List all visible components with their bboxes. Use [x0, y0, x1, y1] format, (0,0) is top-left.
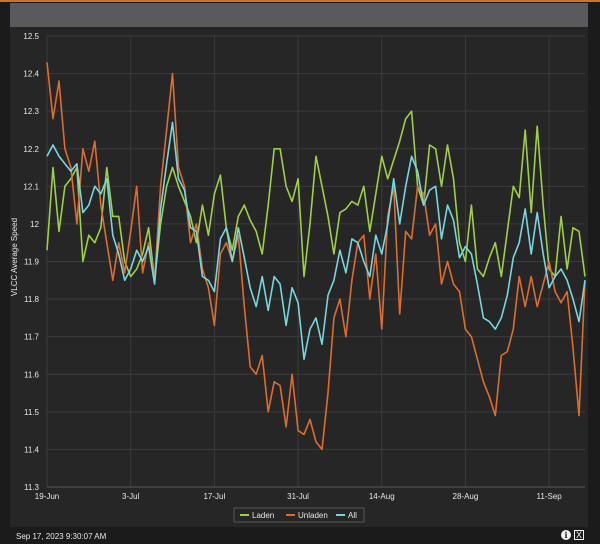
- info-icon[interactable]: i: [561, 530, 571, 540]
- series-line-laden[interactable]: [46, 110, 586, 282]
- y-tick-label: 12.3: [23, 107, 39, 116]
- y-axis-label: VLCC Average Speed: [10, 218, 19, 296]
- legend-label-unladen[interactable]: Unladen: [298, 511, 328, 520]
- x-tick-label: 28-Aug: [453, 492, 479, 501]
- legend-box: [233, 507, 365, 523]
- y-axis: 11.3 11.4 11.5 11.6 11.7 11.8 11.9 12 12.1 12.2 12…: [23, 32, 39, 492]
- chart-series: [46, 62, 586, 451]
- y-tick-label: 12.5: [23, 32, 39, 41]
- y-tick-label: 11.3: [24, 483, 40, 492]
- y-tick-label: 11.5: [24, 408, 40, 417]
- y-tick-label: 12.2: [23, 145, 39, 154]
- chart-legend: Laden Unladen All: [233, 507, 365, 523]
- y-tick-label: 11.6: [24, 370, 40, 379]
- y-tick-label: 11.9: [24, 258, 40, 267]
- panel-title-bar[interactable]: [10, 3, 588, 27]
- footer-bar: [0, 527, 600, 544]
- excel-export-icon[interactable]: X: [574, 530, 584, 540]
- legend-label-all[interactable]: All: [348, 511, 357, 520]
- y-tick-label: 11.7: [24, 333, 40, 342]
- y-tick-label: 11.4: [24, 445, 40, 454]
- x-tick-label: 3-Jul: [122, 492, 140, 501]
- top-accent-line: [0, 0, 600, 2]
- x-tick-label: 11-Sep: [537, 492, 563, 501]
- series-line-all[interactable]: [46, 121, 586, 361]
- series-line-unladen[interactable]: [46, 62, 586, 451]
- x-tick-label: 31-Jul: [287, 492, 309, 501]
- y-tick-label: 12: [30, 220, 39, 229]
- legend-label-laden[interactable]: Laden: [252, 511, 274, 520]
- timestamp: Sep 17, 2023 9:30:07 AM: [16, 532, 107, 541]
- y-tick-label: 11.8: [24, 295, 40, 304]
- x-tick-label: 14-Aug: [369, 492, 395, 501]
- chart-panel: 11.3 11.4 11.5 11.6 11.7 11.8 11.9 12 12.1 12.2 12…: [10, 27, 588, 527]
- y-tick-label: 12.1: [23, 182, 39, 191]
- x-tick-label: 17-Jul: [203, 492, 225, 501]
- line-chart: 11.3 11.4 11.5 11.6 11.7 11.8 11.9 12 12.1 12.2 12…: [10, 32, 586, 523]
- x-tick-label: 19-Jun: [35, 492, 59, 501]
- y-tick-label: 12.4: [23, 70, 39, 79]
- x-axis: 19-Jun 3-Jul 17-Jul 31-Jul 14-Aug 28-Aug 11-Se…: [35, 486, 585, 501]
- chart-grid: [46, 35, 585, 488]
